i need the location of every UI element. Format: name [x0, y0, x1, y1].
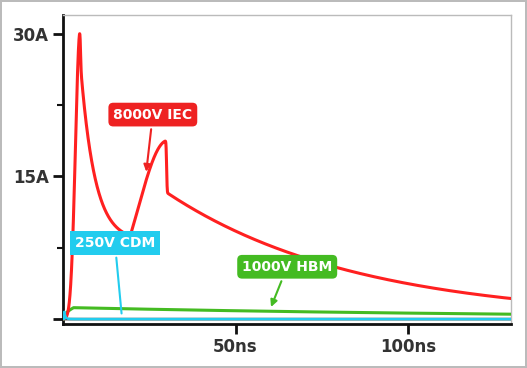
Text: 1000V HBM: 1000V HBM: [242, 260, 333, 305]
Text: 250V CDM: 250V CDM: [75, 236, 155, 314]
Text: 8000V IEC: 8000V IEC: [113, 107, 192, 169]
